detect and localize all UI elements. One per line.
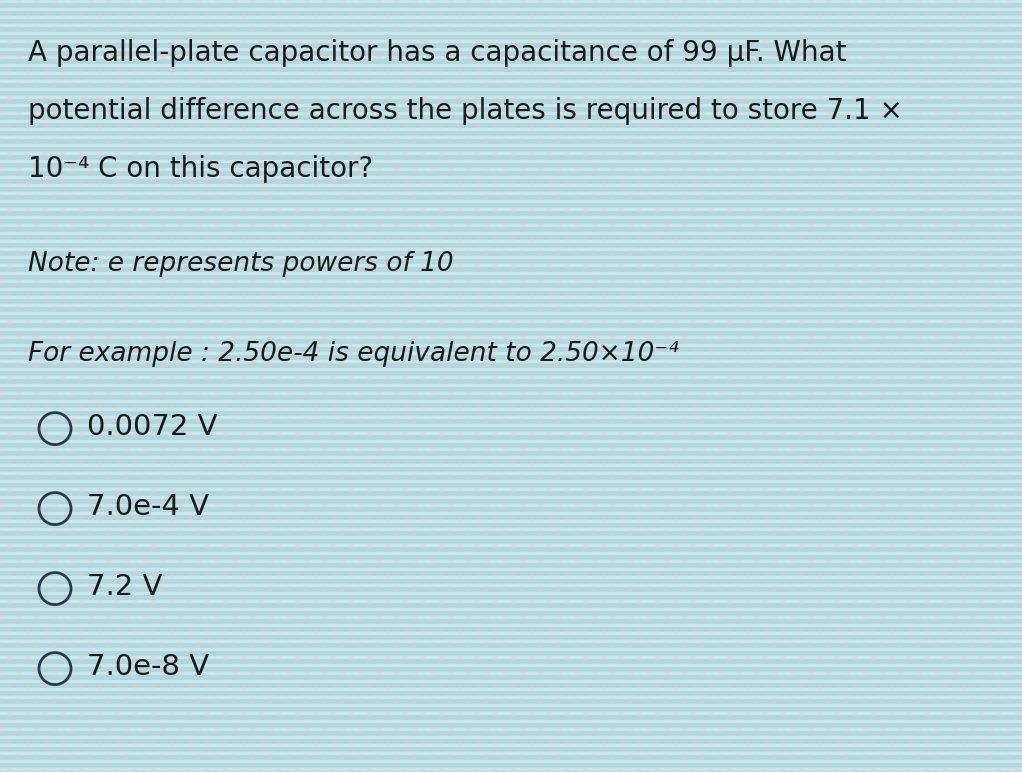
Text: 7.0e-8 V: 7.0e-8 V <box>87 652 210 681</box>
Text: 10⁻⁴ C on this capacitor?: 10⁻⁴ C on this capacitor? <box>28 154 373 183</box>
Text: potential difference across the plates is required to store 7.1 ×: potential difference across the plates i… <box>28 96 902 124</box>
Text: 0.0072 V: 0.0072 V <box>87 412 218 441</box>
Text: 7.2 V: 7.2 V <box>87 573 162 601</box>
Text: 7.0e-4 V: 7.0e-4 V <box>87 493 210 520</box>
Text: Note: e represents powers of 10: Note: e represents powers of 10 <box>28 251 454 276</box>
Text: For example : 2.50e-4 is equivalent to 2.50×10⁻⁴: For example : 2.50e-4 is equivalent to 2… <box>28 340 679 367</box>
Text: A parallel-plate capacitor has a capacitance of 99 μF. What: A parallel-plate capacitor has a capacit… <box>28 39 846 66</box>
